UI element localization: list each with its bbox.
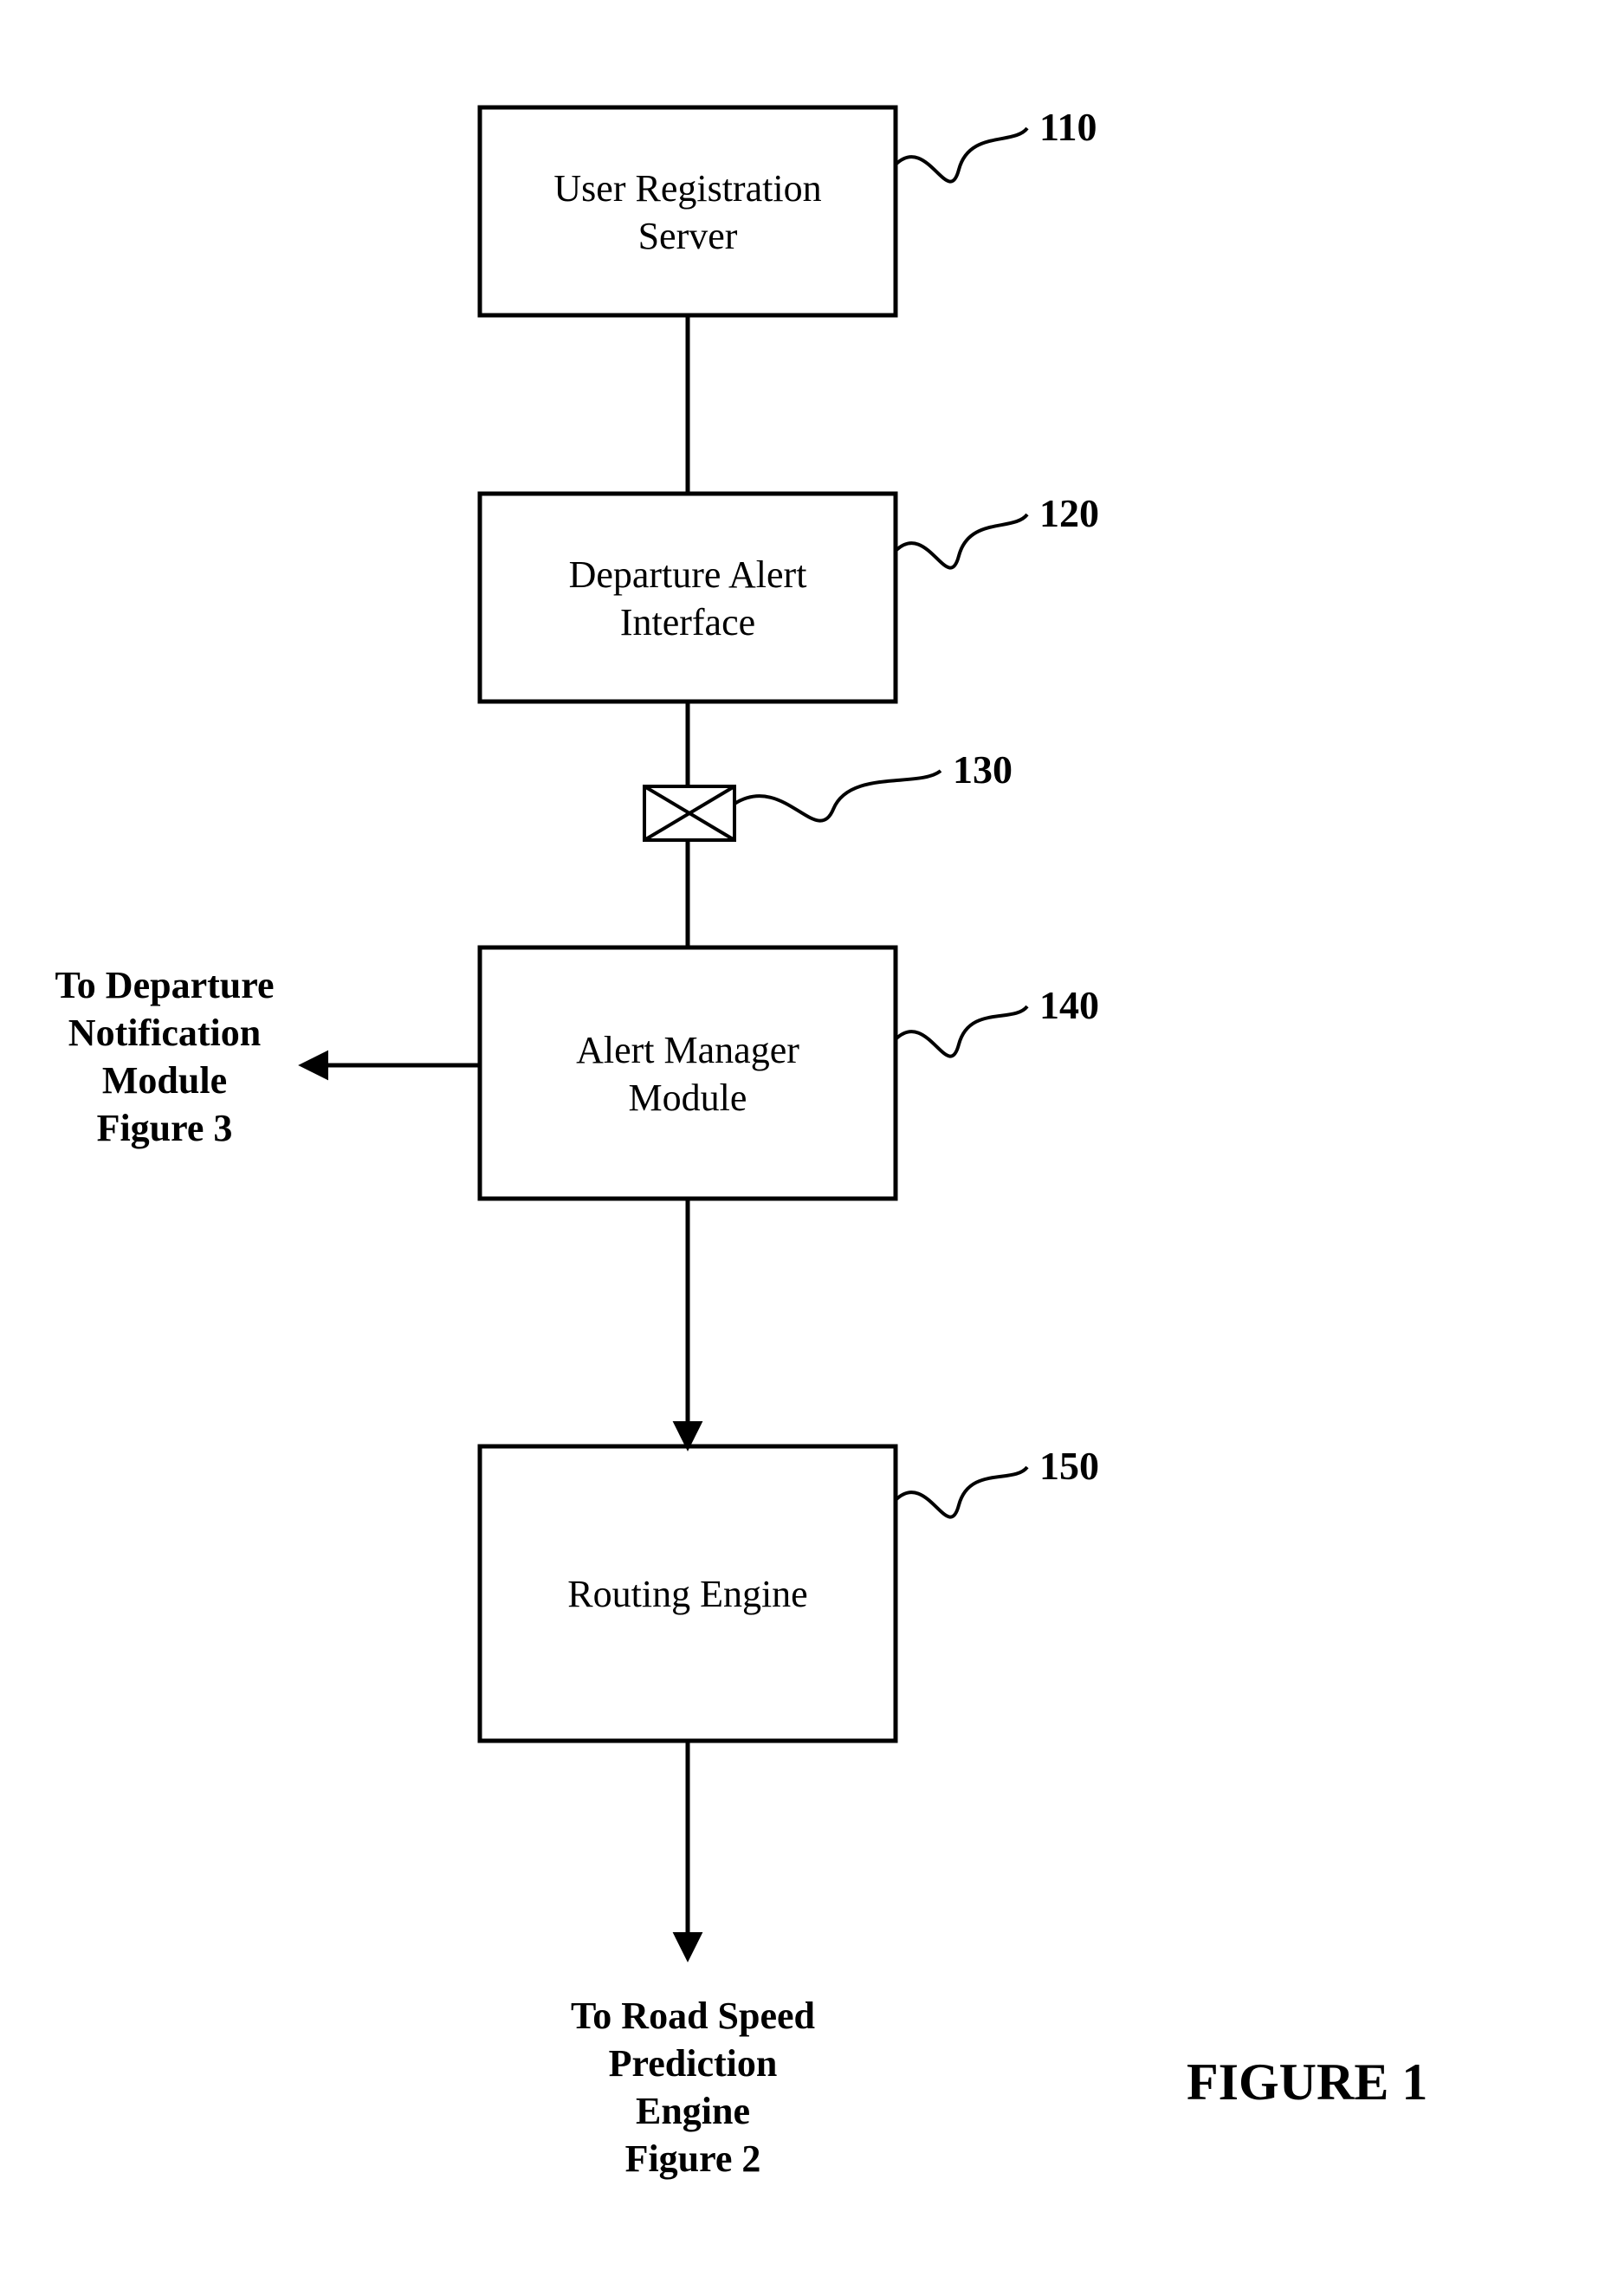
diagram-canvas [0, 0, 1624, 2289]
